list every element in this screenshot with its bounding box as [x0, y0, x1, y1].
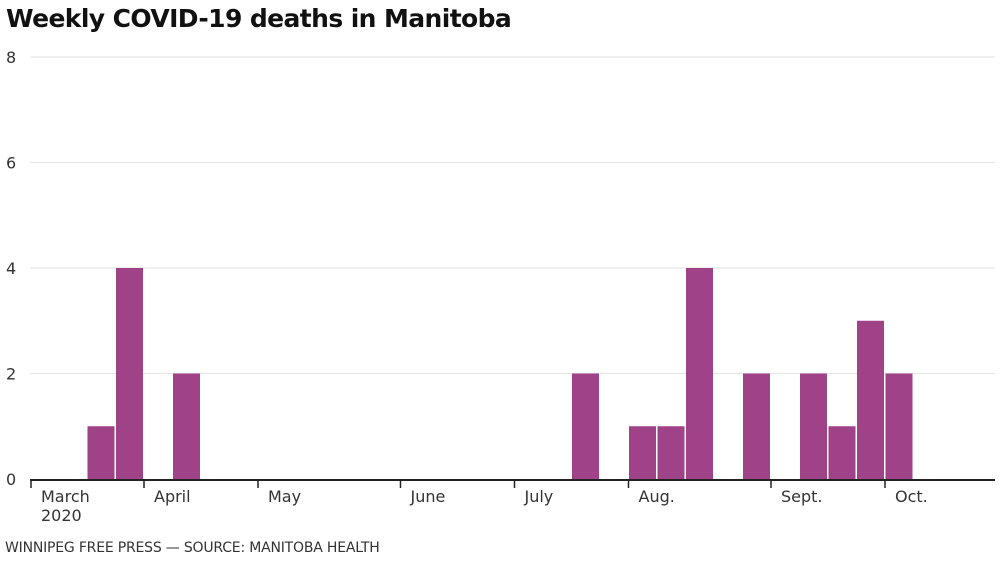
bar-week-27 — [800, 373, 827, 479]
x-tick-label: July — [524, 487, 554, 506]
bar-week-3 — [116, 268, 143, 479]
bar-week-29 — [857, 320, 884, 479]
x-tick-label: Sept. — [781, 487, 823, 506]
x-tick-label: April — [154, 487, 191, 506]
source-credit: WINNIPEG FREE PRESS — SOURCE: MANITOBA H… — [5, 540, 380, 556]
bar-week-22 — [657, 426, 685, 479]
x-tick-label: June — [410, 487, 446, 506]
bar-week-28 — [828, 426, 856, 479]
chart-title: Weekly COVID-19 deaths in Manitoba — [6, 4, 512, 33]
y-tick-label: 2 — [6, 365, 16, 384]
y-axis-ticks: 0 2 4 6 8 — [6, 48, 16, 489]
bar-week-30 — [885, 373, 913, 479]
bar-week-5 — [173, 373, 200, 479]
bar-week-23 — [686, 268, 713, 479]
x-tick-label: March — [41, 487, 90, 506]
gridlines — [30, 56, 995, 375]
bar-week-25 — [743, 373, 770, 479]
x-tick-label: May — [268, 487, 301, 506]
y-tick-label: 6 — [6, 154, 16, 173]
x-tick-sublabel: 2020 — [41, 506, 82, 525]
bar-week-2 — [87, 426, 115, 479]
y-tick-label: 8 — [6, 48, 16, 67]
x-tick-label: Aug. — [639, 487, 675, 506]
bar-week-19 — [572, 373, 599, 479]
y-tick-label: 4 — [6, 259, 16, 278]
y-tick-label: 0 — [6, 470, 16, 489]
bar-week-21 — [629, 426, 656, 479]
bars — [87, 268, 913, 479]
x-tick-label: Oct. — [895, 487, 928, 506]
